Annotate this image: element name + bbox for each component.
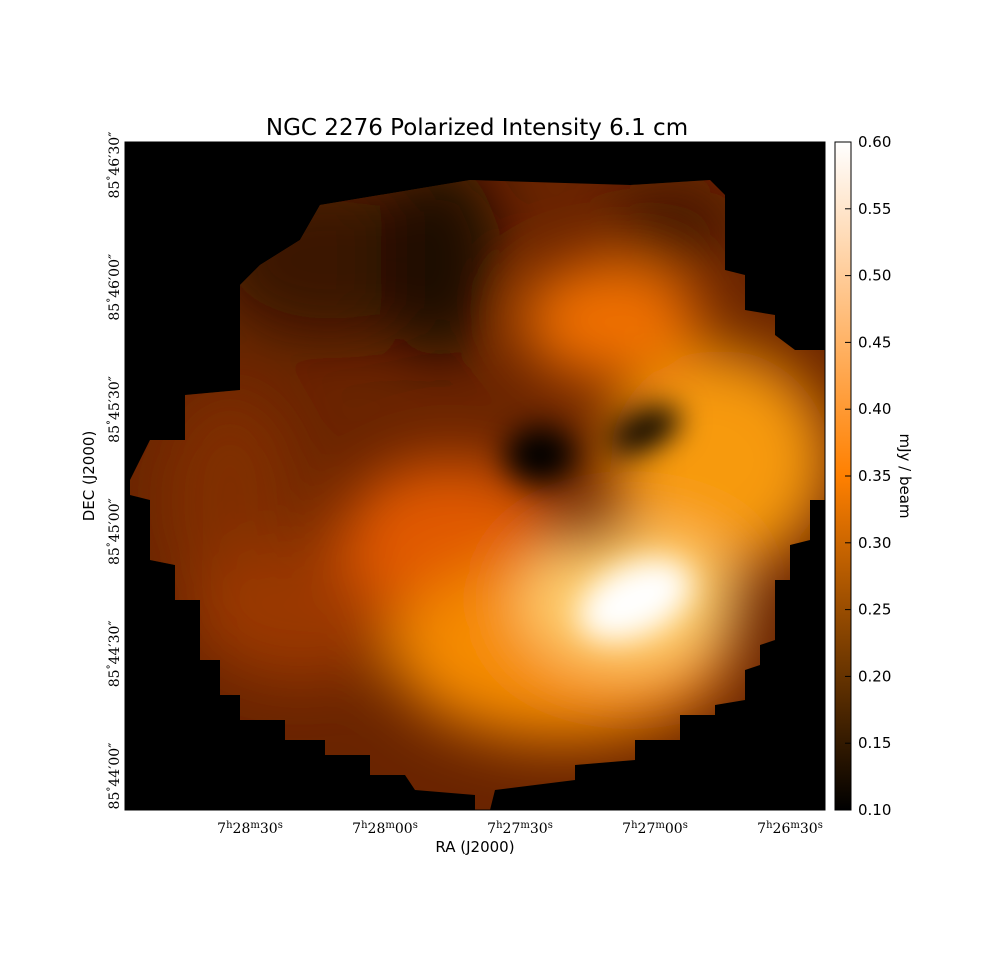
image xyxy=(124,141,826,811)
x-axis-label: RA (J2000) xyxy=(435,838,514,856)
colorbar-tick-label: 0.60 xyxy=(858,133,891,151)
colorbar-tick-label: 0.50 xyxy=(858,267,891,285)
colorbar-tick-label: 0.10 xyxy=(858,801,891,819)
colorbar-tick-label: 0.30 xyxy=(858,534,891,552)
y-tick-label: 85°44′30″ xyxy=(106,620,124,687)
chart-title: NGC 2276 Polarized Intensity 6.1 cm xyxy=(266,115,688,141)
y-tick-label: 85°45′30″ xyxy=(106,376,124,443)
colorbar-tick-label: 0.45 xyxy=(858,333,891,351)
colorbar-tick-label: 0.40 xyxy=(858,400,891,418)
y-tick-label: 85°45′00″ xyxy=(106,498,124,565)
x-tick-label: 7h28m30s xyxy=(217,820,283,838)
y-axis-label: DEC (J2000) xyxy=(80,431,98,522)
x-tick-label: 7h28m00s xyxy=(352,820,418,838)
colorbar-tick-label: 0.35 xyxy=(858,467,891,485)
colorbar-tick-label: 0.15 xyxy=(858,734,891,752)
colorbar-label: mJy / beam xyxy=(896,433,914,518)
x-tick-label: 7h27m30s xyxy=(487,820,553,838)
x-tick-label: 7h26m30s xyxy=(757,820,823,838)
y-tick-label: 85°46′30″ xyxy=(106,132,124,199)
colorbar-tick-label: 0.25 xyxy=(858,601,891,619)
x-tick-label: 7h27m00s xyxy=(622,820,688,838)
y-tick-label: 85°46′00″ xyxy=(106,254,124,321)
colorbar-tick-label: 0.20 xyxy=(858,667,891,685)
y-tick-label: 85°44′00″ xyxy=(106,743,124,810)
colorbar-tick-label: 0.55 xyxy=(858,200,891,218)
